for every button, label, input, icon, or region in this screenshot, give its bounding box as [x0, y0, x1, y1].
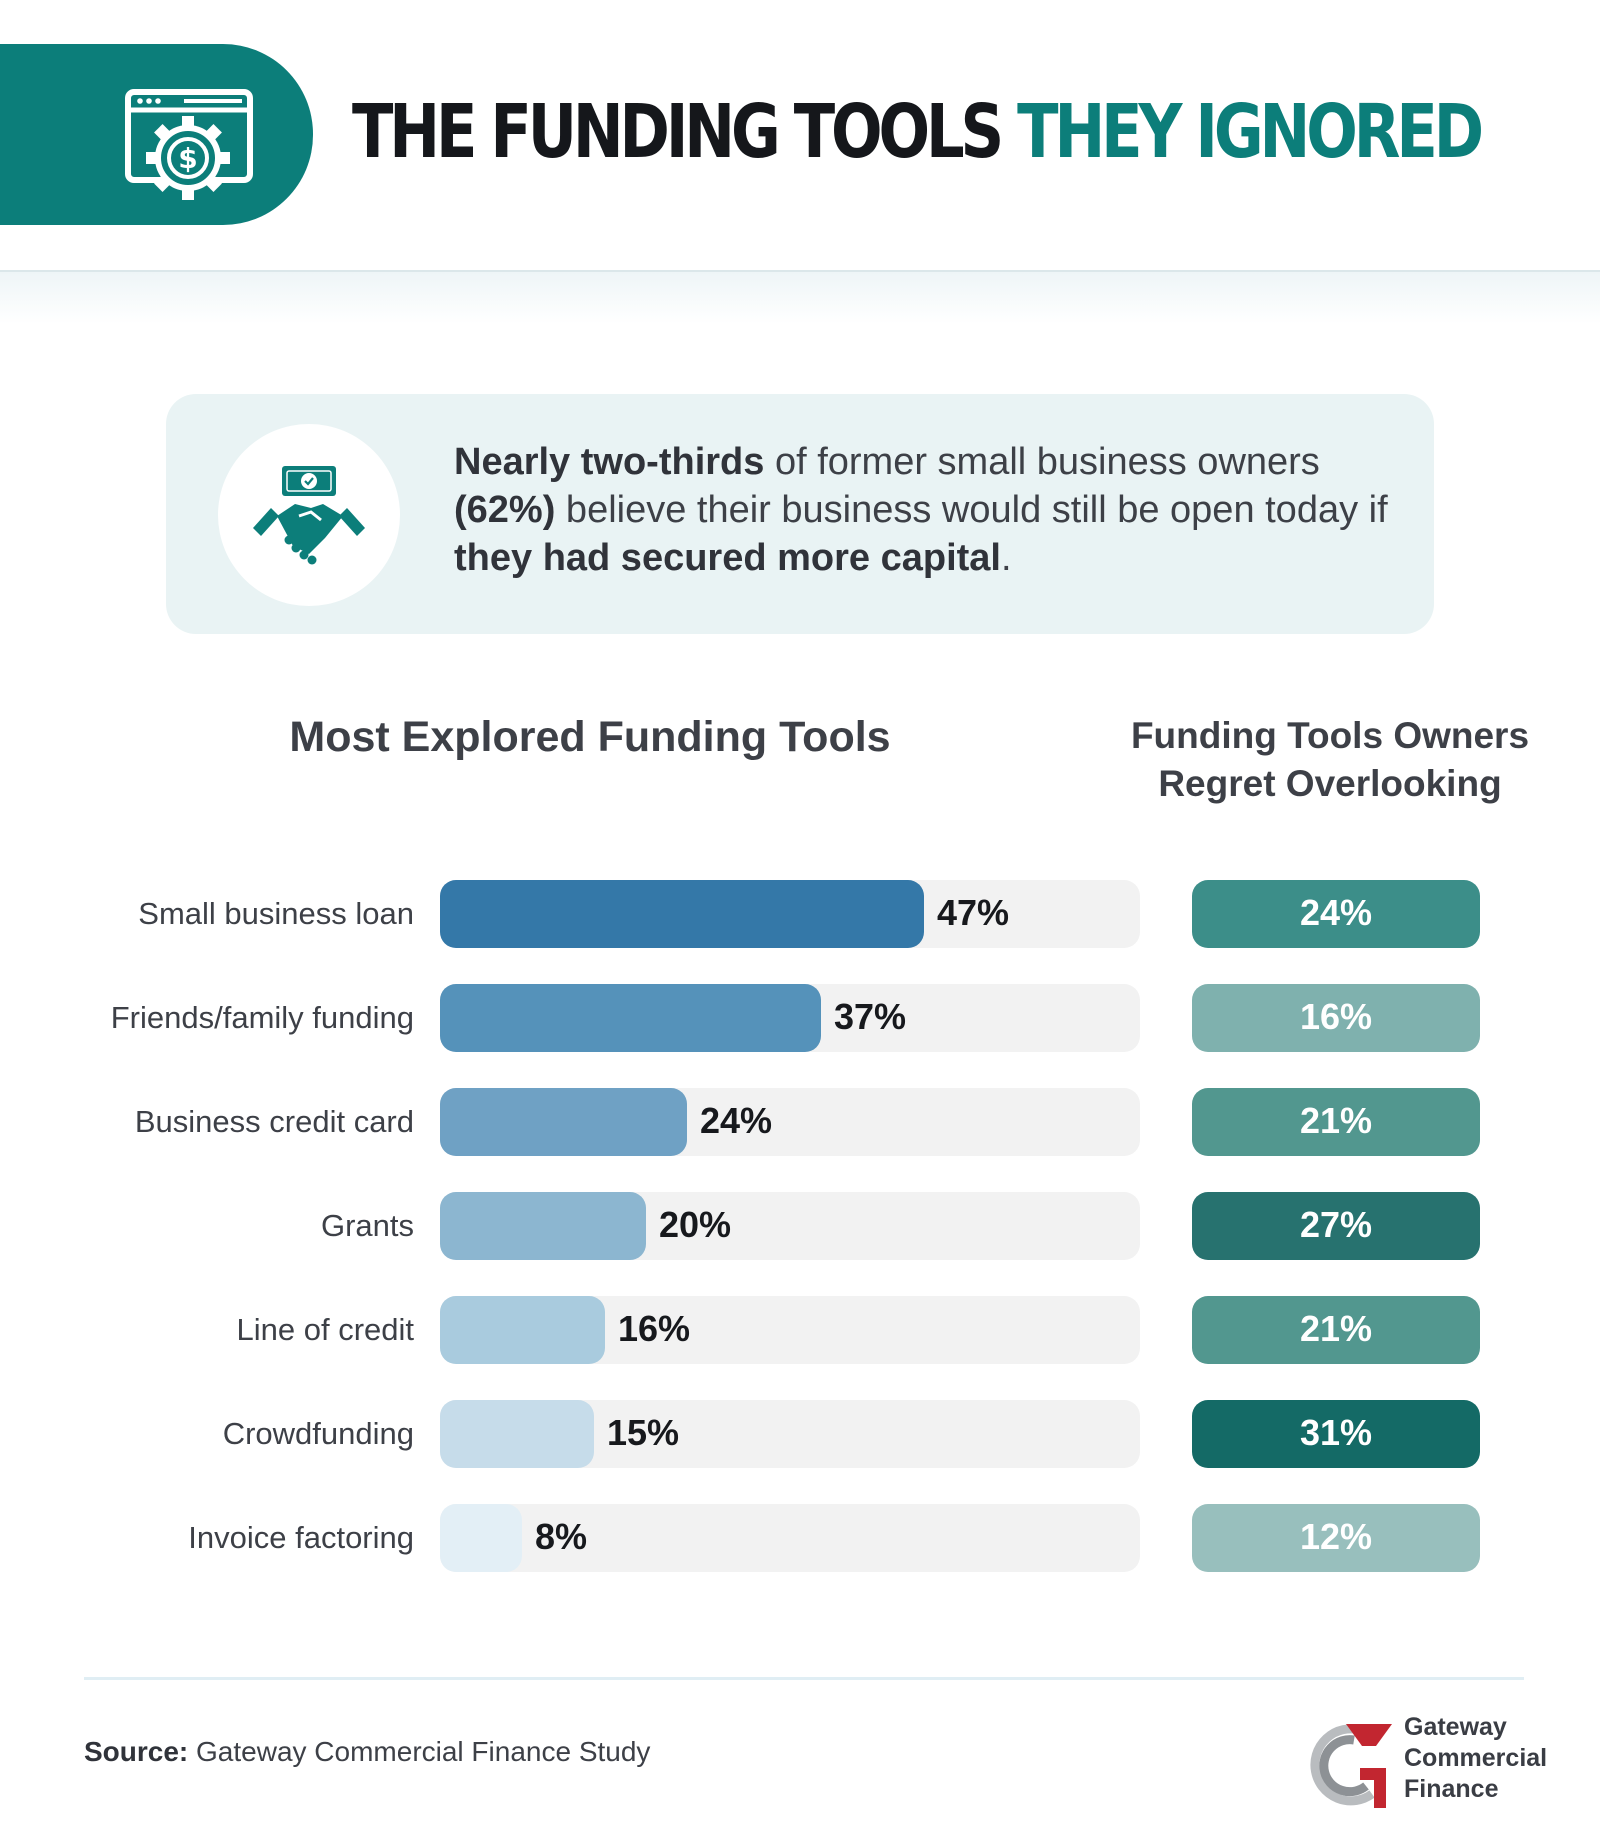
regret-value-pill: 24%: [1192, 880, 1480, 948]
category-label: Line of credit: [236, 1312, 415, 1347]
page-title: THE FUNDING TOOLS THEY IGNORED: [352, 72, 1484, 192]
svg-text:$: $: [178, 142, 197, 175]
chart-row: Invoice factoring 8% 12%: [0, 1504, 1600, 1572]
regret-value-pill: 21%: [1192, 1296, 1480, 1364]
regret-chart-title: Funding Tools Owners Regret Overlooking: [1098, 712, 1562, 808]
category-label: Crowdfunding: [222, 1416, 414, 1451]
chart-row: Crowdfunding 15% 31%: [0, 1400, 1600, 1468]
regret-value-pill: 12%: [1192, 1504, 1480, 1572]
gateway-logo: Gateway Commercial Finance: [1300, 1712, 1570, 1812]
explored-bar: [440, 1400, 594, 1468]
explored-value-label: 16%: [618, 1308, 691, 1349]
logo-line-3: Finance: [1404, 1775, 1499, 1803]
header-divider: [0, 270, 1600, 272]
handshake-money-icon: [253, 466, 365, 565]
regret-value-pill: 21%: [1192, 1088, 1480, 1156]
chart-row: Grants 20% 27%: [0, 1192, 1600, 1260]
regret-title-line-2: Regret Overlooking: [1158, 763, 1502, 804]
title-accent: THEY IGNORED: [1017, 89, 1484, 175]
bar-track: 37%: [440, 984, 1140, 1052]
bar-track: 15%: [440, 1400, 1140, 1468]
gateway-logo-mark-icon: [1310, 1724, 1392, 1808]
source-text: Gateway Commercial Finance Study: [188, 1736, 651, 1767]
logo-line-2: Commercial: [1404, 1744, 1548, 1772]
chart-row: Small business loan 47% 24%: [0, 880, 1600, 948]
category-label: Business credit card: [134, 1104, 414, 1139]
title-main: THE FUNDING TOOLS: [352, 89, 1004, 175]
explored-value-label: 47%: [937, 892, 1010, 933]
category-label: Invoice factoring: [188, 1520, 414, 1555]
regret-value-pill: 31%: [1192, 1400, 1480, 1468]
browser-gear-dollar-icon: $: [125, 89, 253, 200]
explored-bar: [440, 1192, 646, 1260]
chart-row: Line of credit 16% 21%: [0, 1296, 1600, 1364]
explored-bar: [440, 880, 924, 948]
explored-bar: [440, 1504, 522, 1572]
explored-value-label: 8%: [535, 1516, 588, 1557]
callout-icon-circle: [218, 424, 400, 606]
logo-wordmark: Gateway Commercial Finance: [1404, 1712, 1547, 1805]
explored-value-label: 24%: [700, 1100, 773, 1141]
source-label: Source:: [84, 1736, 189, 1767]
footer-divider: [84, 1677, 1524, 1680]
category-label: Friends/family funding: [110, 1000, 414, 1035]
bar-track: 16%: [440, 1296, 1140, 1364]
bar-track: 8%: [440, 1504, 1140, 1572]
logo-line-1: Gateway: [1404, 1713, 1507, 1741]
callout-bold-2: (62%): [454, 489, 556, 531]
header-shadow: [0, 272, 1600, 324]
callout-text-2: believe their business would still be op…: [555, 489, 1388, 531]
callout-text: Nearly two-thirds of former small busine…: [454, 438, 1394, 582]
callout-text-1: of former small business owners: [764, 441, 1320, 483]
bar-track: 20%: [440, 1192, 1140, 1260]
explored-value-label: 20%: [659, 1204, 732, 1245]
chart-row: Business credit card 24% 21%: [0, 1088, 1600, 1156]
callout-bold-1: Nearly two-thirds: [454, 441, 765, 483]
explored-bar: [440, 1296, 605, 1364]
regret-value-pill: 16%: [1192, 984, 1480, 1052]
explored-chart-title: Most Explored Funding Tools: [289, 713, 891, 761]
regret-value-pill: 27%: [1192, 1192, 1480, 1260]
callout-bold-3: they had secured more capital: [454, 537, 1001, 579]
callout-text-3: .: [1000, 537, 1012, 579]
explored-bar: [440, 1088, 687, 1156]
explored-value-label: 15%: [607, 1412, 680, 1453]
explored-value-label: 37%: [834, 996, 907, 1037]
bar-track: 47%: [440, 880, 1140, 948]
regret-title-line-1: Funding Tools Owners: [1130, 715, 1530, 756]
key-stat-callout: Nearly two-thirds of former small busine…: [166, 394, 1434, 634]
category-label: Grants: [320, 1208, 414, 1243]
explored-bar: [440, 984, 821, 1052]
chart-row: Friends/family funding 37% 16%: [0, 984, 1600, 1052]
source-note: Source: Gateway Commercial Finance Study: [84, 1736, 650, 1768]
bar-track: 24%: [440, 1088, 1140, 1156]
category-label: Small business loan: [138, 896, 414, 931]
